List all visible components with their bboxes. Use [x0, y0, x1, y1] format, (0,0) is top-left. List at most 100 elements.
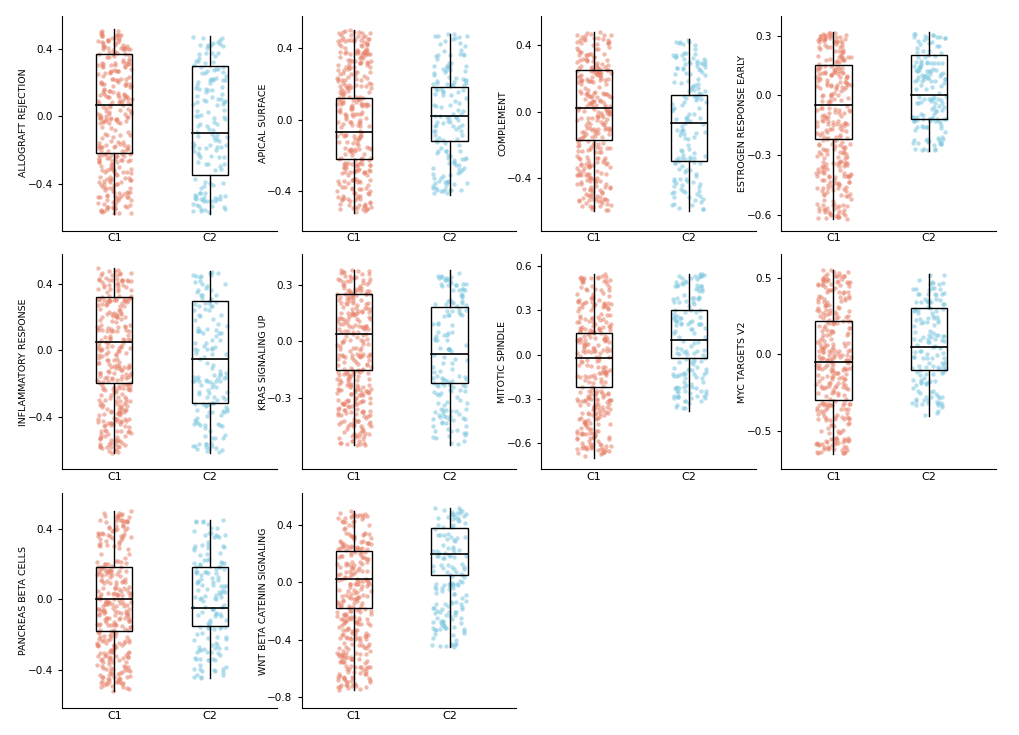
Point [571, 316, 587, 328]
Point [814, 29, 830, 40]
Point [905, 320, 921, 332]
Point [355, 364, 371, 376]
Point [355, 334, 371, 346]
Point [334, 313, 351, 325]
Point [444, 508, 461, 520]
Point [591, 407, 607, 419]
Point [450, 159, 467, 171]
Point [440, 549, 457, 561]
Point [822, 60, 839, 71]
Point [341, 581, 358, 592]
Point [429, 520, 445, 531]
Point [839, 265, 855, 277]
Point [588, 412, 604, 423]
Point [916, 409, 932, 421]
Point [586, 372, 602, 384]
Point [335, 673, 352, 685]
Point [361, 528, 377, 539]
Point [333, 168, 350, 179]
Point [190, 576, 206, 587]
Point [583, 296, 599, 308]
Point [671, 202, 687, 214]
Point [818, 354, 835, 366]
Point [350, 381, 366, 392]
Point [119, 543, 136, 555]
Point [585, 139, 601, 151]
Point [815, 309, 832, 321]
Point [443, 437, 460, 448]
Point [827, 131, 844, 143]
Point [122, 163, 139, 175]
Point [99, 371, 115, 383]
Point [113, 145, 129, 157]
Point [433, 582, 449, 594]
Point [362, 303, 378, 315]
Point [356, 641, 372, 653]
Point [107, 65, 123, 76]
Point [360, 553, 376, 564]
Point [455, 625, 472, 637]
Point [343, 307, 360, 319]
Point [196, 351, 212, 362]
Point [342, 634, 359, 645]
Point [817, 158, 834, 170]
Point [587, 43, 603, 55]
Point [106, 164, 122, 176]
Point [107, 59, 123, 71]
Point [358, 573, 374, 584]
Point [93, 431, 109, 442]
Point [103, 65, 119, 77]
Point [205, 123, 221, 135]
Point [110, 91, 126, 103]
Point [429, 317, 445, 329]
Point [817, 390, 834, 402]
Point [681, 387, 697, 398]
Point [94, 344, 110, 356]
Point [672, 312, 688, 324]
Point [836, 156, 852, 168]
Point [814, 352, 830, 364]
Point [919, 136, 935, 148]
Point [597, 317, 613, 329]
Point [353, 547, 369, 559]
Point [681, 109, 697, 121]
Point [116, 420, 132, 431]
Point [191, 641, 207, 653]
Point [587, 345, 603, 357]
Point [202, 425, 218, 437]
Point [121, 359, 138, 370]
Point [819, 179, 836, 191]
Point [121, 413, 138, 425]
Point [341, 24, 358, 36]
Point [582, 304, 598, 316]
Point [346, 201, 363, 213]
Point [110, 264, 126, 276]
Point [358, 662, 374, 674]
Point [822, 90, 839, 101]
Point [209, 99, 225, 111]
Point [839, 171, 855, 182]
Point [353, 583, 369, 595]
Point [335, 538, 352, 550]
Point [434, 404, 450, 416]
Point [341, 195, 358, 207]
Point [215, 74, 231, 85]
Point [673, 183, 689, 195]
Point [345, 326, 362, 337]
Point [111, 207, 127, 219]
Point [359, 537, 375, 548]
Point [95, 115, 111, 127]
Point [917, 391, 933, 403]
Point [353, 56, 369, 68]
Point [200, 384, 216, 396]
Point [216, 96, 232, 108]
Point [110, 654, 126, 666]
Point [342, 334, 359, 345]
Point [665, 51, 682, 63]
Point [121, 421, 138, 433]
Point [112, 138, 128, 150]
Point [118, 558, 135, 570]
Point [121, 172, 138, 184]
Point [667, 319, 684, 331]
Point [842, 51, 858, 63]
